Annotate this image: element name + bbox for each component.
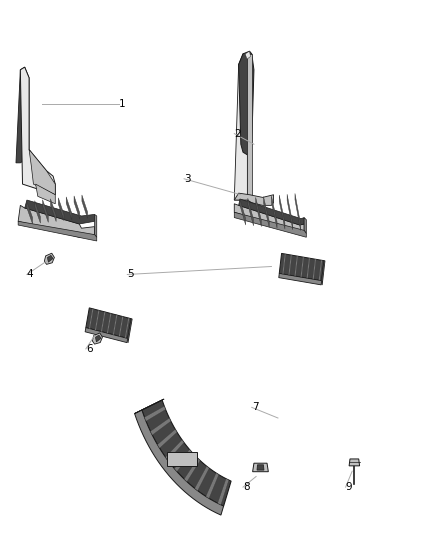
Polygon shape [58,198,64,221]
Polygon shape [240,199,246,225]
Polygon shape [253,463,268,472]
Polygon shape [174,449,192,472]
Polygon shape [234,193,274,205]
Polygon shape [29,150,55,195]
Polygon shape [257,465,264,470]
Polygon shape [42,200,48,222]
Polygon shape [128,319,132,343]
Polygon shape [349,459,360,466]
Polygon shape [25,200,95,224]
Polygon shape [134,410,224,515]
Polygon shape [142,400,231,506]
Polygon shape [18,221,97,241]
Polygon shape [86,308,131,338]
Text: 4: 4 [27,270,34,279]
Polygon shape [288,255,292,275]
Polygon shape [279,253,324,281]
Polygon shape [125,318,129,338]
Polygon shape [234,204,304,232]
Polygon shape [107,313,112,333]
Text: 5: 5 [127,270,134,279]
Polygon shape [304,217,306,233]
Polygon shape [47,255,53,262]
Polygon shape [85,328,128,343]
Polygon shape [35,201,40,223]
Polygon shape [95,335,101,342]
Polygon shape [287,194,293,230]
Polygon shape [145,406,166,421]
Polygon shape [239,199,304,225]
Polygon shape [166,440,184,461]
Polygon shape [256,197,261,227]
Polygon shape [134,399,164,414]
Text: 8: 8 [243,482,250,492]
Polygon shape [264,197,269,228]
Text: 7: 7 [252,402,258,413]
Polygon shape [245,51,251,59]
Polygon shape [82,195,88,219]
Polygon shape [279,195,285,229]
Polygon shape [20,67,55,195]
Polygon shape [282,254,286,274]
Polygon shape [95,310,99,330]
Text: 6: 6 [86,344,92,354]
Polygon shape [166,453,197,466]
Polygon shape [239,51,254,155]
Polygon shape [206,473,219,498]
Polygon shape [101,312,106,332]
Polygon shape [194,466,209,491]
Polygon shape [307,258,310,278]
Polygon shape [16,67,29,163]
Polygon shape [89,309,94,329]
Polygon shape [294,256,298,276]
Polygon shape [119,317,124,336]
Polygon shape [295,193,300,231]
Polygon shape [44,253,54,264]
Polygon shape [92,333,102,344]
Polygon shape [321,261,325,285]
Text: 1: 1 [119,99,125,109]
Polygon shape [318,260,322,280]
Polygon shape [184,458,200,482]
Polygon shape [50,199,56,222]
Text: 2: 2 [234,128,241,139]
Polygon shape [27,201,32,224]
Polygon shape [113,315,117,335]
Polygon shape [234,54,247,200]
Polygon shape [95,214,97,237]
Polygon shape [248,198,254,226]
Polygon shape [150,418,171,435]
Polygon shape [300,257,304,277]
Polygon shape [313,259,316,279]
Polygon shape [234,212,306,237]
Polygon shape [272,196,277,228]
Polygon shape [74,196,80,219]
Text: 3: 3 [184,174,191,184]
Text: 9: 9 [346,482,352,492]
Polygon shape [18,205,95,237]
Polygon shape [66,197,72,220]
Polygon shape [218,479,229,505]
Polygon shape [279,273,321,285]
Polygon shape [35,184,55,204]
Polygon shape [157,429,177,448]
Polygon shape [247,54,252,203]
